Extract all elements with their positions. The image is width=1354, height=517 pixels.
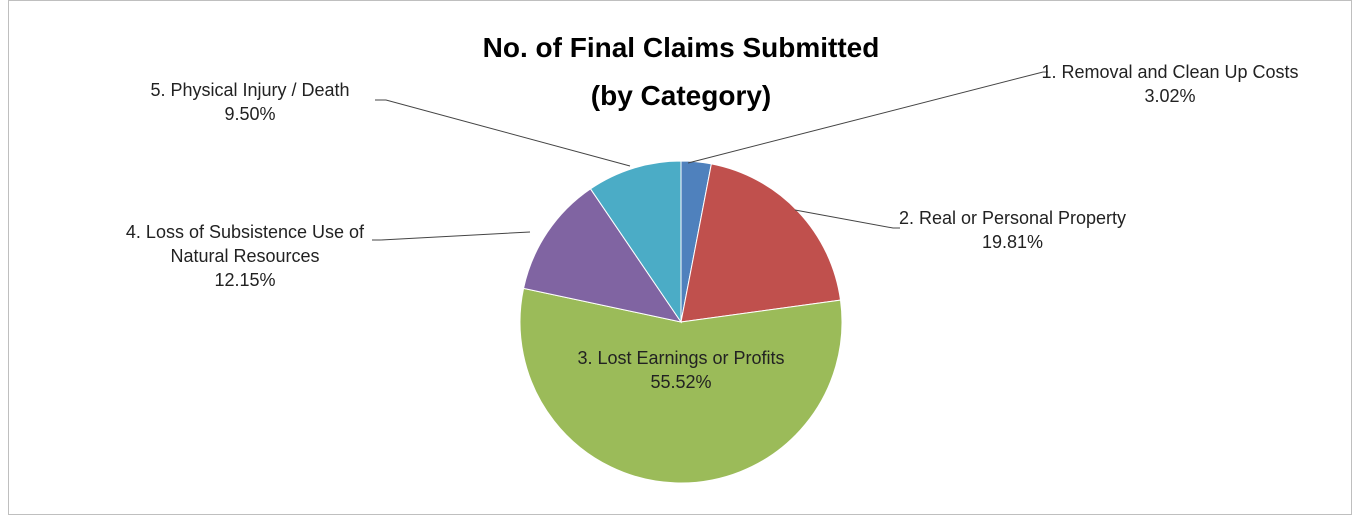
data-label: 4. Loss of Subsistence Use of Natural Re…	[105, 220, 385, 292]
percent-label: 12.15%	[214, 270, 276, 290]
category-label: 3. Lost Earnings or Profits	[577, 348, 785, 368]
pie-slice	[589, 160, 682, 324]
percent-label: 3.02%	[1144, 86, 1196, 106]
percent-label: 9.50%	[224, 104, 276, 124]
category-label: 2. Real or Personal Property	[898, 208, 1127, 228]
pie-slice	[519, 287, 843, 484]
pie-slice	[522, 188, 683, 323]
data-label: 2. Real or Personal Property 19.81%	[890, 206, 1135, 254]
leader-line	[794, 209, 900, 229]
data-label: 1. Removal and Clean Up Costs 3.02%	[1035, 60, 1305, 108]
percent-label: 19.81%	[981, 232, 1044, 252]
leader-line	[687, 71, 1048, 164]
chart-title: No. of Final Claims Submitted (by Catego…	[482, 32, 880, 111]
data-label: 5. Physical Injury / Death 9.50%	[125, 78, 375, 126]
category-label: 5. Physical Injury / Death	[150, 80, 350, 100]
category-label: 1. Removal and Clean Up Costs	[1041, 62, 1299, 82]
percent-label: 55.52%	[650, 372, 712, 392]
pie-slice	[680, 163, 842, 323]
leader-line	[372, 231, 531, 241]
category-label: 4. Loss of Subsistence Use of Natural Re…	[125, 222, 365, 266]
chart-frame	[8, 0, 1352, 515]
leader-line	[375, 99, 631, 167]
data-label: 3. Lost Earnings or Profits 55.52%	[566, 346, 796, 394]
